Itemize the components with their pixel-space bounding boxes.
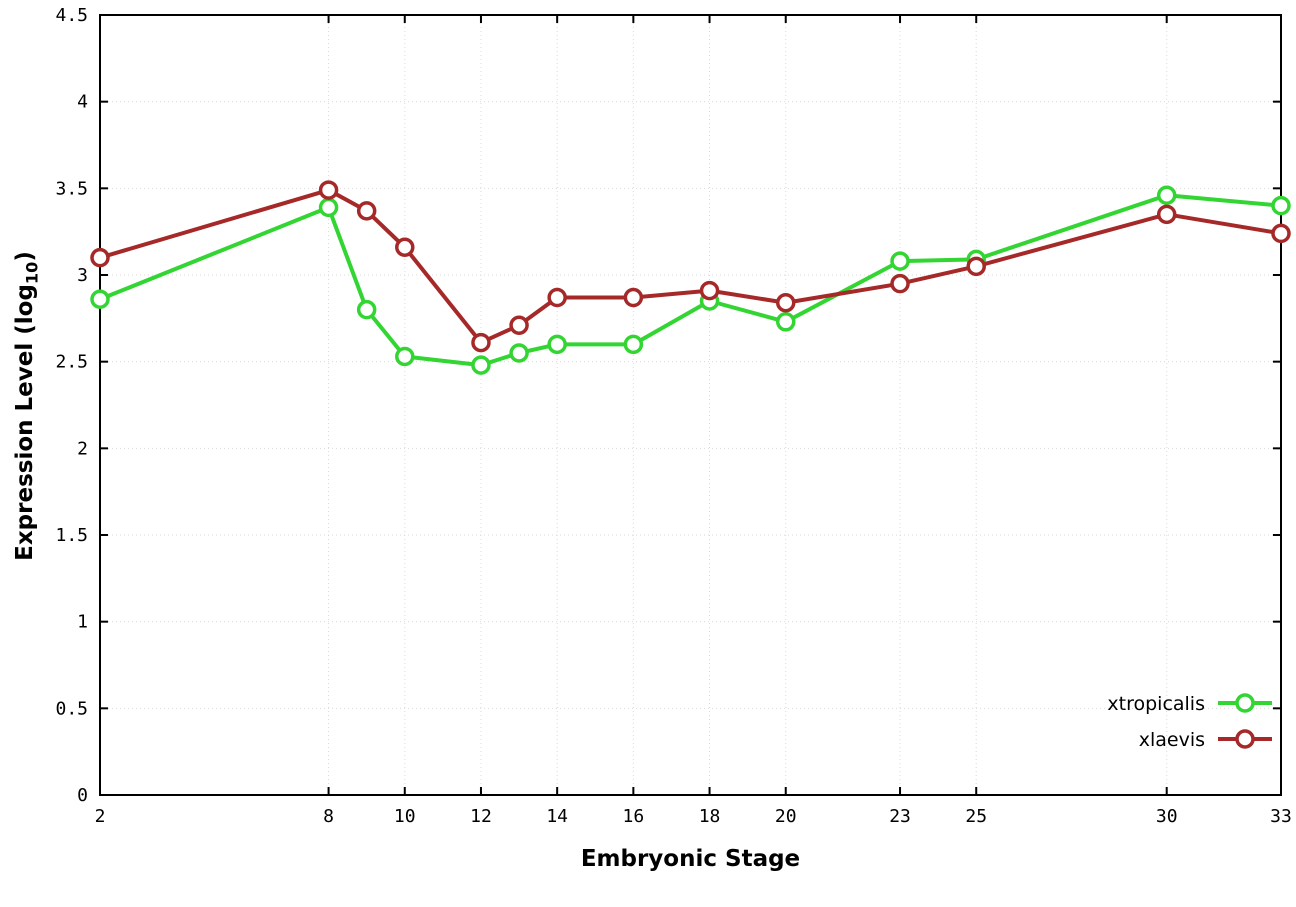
y-axis-title-suffix: ) xyxy=(12,251,38,262)
y-tick-label: 0.5 xyxy=(55,698,88,719)
data-point-marker-xlaevis xyxy=(356,201,377,221)
data-point-marker-xtropicalis xyxy=(356,299,377,320)
data-point-marker-xtropicalis xyxy=(509,343,529,363)
data-point-marker-xlaevis xyxy=(966,256,986,277)
x-tick-label: 16 xyxy=(623,806,645,827)
y-tick-label: 4.5 xyxy=(55,5,88,26)
x-tick-label: 23 xyxy=(889,806,911,827)
data-point-marker-xlaevis xyxy=(547,287,567,308)
legend-label-xtropicalis: xtropicalis xyxy=(1107,693,1205,715)
data-point-marker-xlaevis xyxy=(318,180,339,200)
x-tick-label: 18 xyxy=(699,806,721,827)
x-tick-label: 8 xyxy=(323,806,334,827)
data-point-marker-xlaevis xyxy=(775,292,796,313)
data-point-marker-xlaevis xyxy=(623,287,644,308)
legend-marker-xlaevis xyxy=(1235,729,1255,749)
y-tick-label: 3 xyxy=(77,265,88,286)
data-point-marker-xtropicalis xyxy=(1271,195,1291,216)
data-point-marker-xlaevis xyxy=(699,280,720,301)
data-point-marker-xlaevis xyxy=(90,247,110,268)
data-point-marker-xlaevis xyxy=(890,273,910,294)
y-tick-label: 1.5 xyxy=(55,525,88,546)
data-point-marker-xtropicalis xyxy=(471,355,491,375)
y-tick-label: 0 xyxy=(77,785,88,806)
data-point-marker-xtropicalis xyxy=(395,346,415,367)
data-point-marker-xlaevis xyxy=(1156,204,1177,225)
data-point-marker-xlaevis xyxy=(1271,223,1291,244)
x-tick-label: 25 xyxy=(965,806,987,827)
x-tick-label: 10 xyxy=(394,806,416,827)
y-axis-title: Expression Level (log10) xyxy=(12,156,46,656)
legend-label-xlaevis: xlaevis xyxy=(1139,729,1205,751)
x-tick-label: 20 xyxy=(775,806,797,827)
x-axis-title: Embryonic Stage xyxy=(580,846,801,872)
data-point-marker-xtropicalis xyxy=(547,334,567,355)
y-tick-label: 4 xyxy=(77,92,88,113)
x-tick-label: 12 xyxy=(470,806,492,827)
series-line-xtropicalis xyxy=(98,193,1283,368)
data-point-marker-xlaevis xyxy=(509,315,529,336)
x-tick-label: 33 xyxy=(1270,806,1292,827)
data-point-marker-xtropicalis xyxy=(318,197,339,218)
y-tick-label: 2.5 xyxy=(55,352,88,373)
data-point-marker-xtropicalis xyxy=(890,251,910,271)
plot-border xyxy=(99,14,1282,796)
y-tick-label: 2 xyxy=(77,438,88,459)
data-point-marker-xtropicalis xyxy=(1156,185,1177,206)
data-point-marker-xlaevis xyxy=(395,237,415,258)
x-tick-label: 14 xyxy=(546,806,568,827)
series-line-xlaevis xyxy=(98,188,1283,345)
x-tick-label: 2 xyxy=(95,806,106,827)
y-axis-title-subscript: 10 xyxy=(22,261,42,285)
y-tick-label: 1 xyxy=(77,612,88,633)
y-tick-label: 3.5 xyxy=(55,178,88,199)
data-point-marker-xtropicalis xyxy=(775,312,796,332)
legend-marker-xtropicalis xyxy=(1235,693,1255,713)
data-point-marker-xtropicalis xyxy=(623,334,644,355)
y-axis-title-text: Expression Level (log xyxy=(12,284,38,561)
data-point-marker-xtropicalis xyxy=(90,289,110,310)
data-point-marker-xlaevis xyxy=(471,332,491,353)
x-tick-label: 30 xyxy=(1156,806,1178,827)
